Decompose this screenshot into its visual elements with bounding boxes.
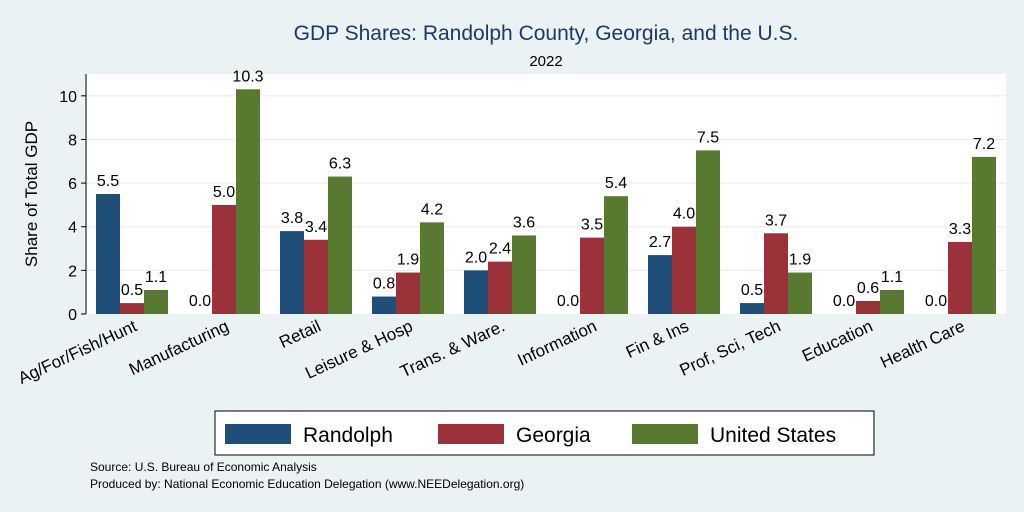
bar-georgia [212,204,236,314]
data-label: 0.0 [557,293,579,310]
y-tick-label: 4 [68,220,77,237]
data-label: 2.7 [649,234,671,251]
data-label: 7.5 [697,129,719,146]
data-label: 3.6 [513,214,535,231]
legend-label: United States [710,424,836,447]
x-category-label: Trans. & Ware. [397,316,507,381]
bar-united-states [420,222,444,314]
bars-group [96,89,996,314]
legend-box [214,410,875,456]
bar-georgia [856,300,880,314]
bar-united-states [696,150,720,314]
data-label: 10.3 [232,68,263,85]
source-note: Source: U.S. Bureau of Economic Analysis [90,460,317,474]
bar-randolph [96,194,120,314]
bar-united-states [972,156,996,314]
legend-label: Georgia [516,424,591,447]
y-tick-label: 10 [59,89,77,106]
x-category-label: Education [799,316,876,365]
data-label: 0.0 [189,293,211,310]
x-category-label: Manufacturing [126,316,232,379]
y-axis-label: Share of Total GDP [22,121,41,267]
bar-randolph [280,231,304,314]
data-label: 5.0 [213,184,235,201]
data-label: 0.6 [857,280,879,297]
bar-randolph [372,296,396,314]
data-label: 0.0 [833,293,855,310]
x-category-label: Fin & Ins [623,316,692,362]
data-label: 7.2 [973,136,995,153]
x-category-label: Ag/For/Fish/Hunt [15,316,140,388]
data-label: 0.5 [741,282,763,299]
data-label: 5.4 [605,175,627,192]
x-category-label: Prof, Sci, Tech [677,316,784,379]
bar-georgia [396,272,420,314]
y-axis-ticks: 0 2 4 6 8 10 [59,89,86,324]
bar-united-states [328,176,352,314]
y-tick-label: 2 [68,263,77,280]
x-category-label: Information [515,316,600,369]
chart-title: GDP Shares: Randolph County, Georgia, an… [294,22,799,45]
data-label: 1.1 [881,269,903,286]
legend-swatch [438,424,504,444]
legend: Randolph Georgia United States [214,410,875,456]
data-label: 3.4 [305,219,327,236]
data-label: 0.0 [925,293,947,310]
bar-georgia [672,226,696,314]
data-label: 4.0 [673,206,695,223]
bar-georgia [488,261,512,314]
bar-georgia [120,303,144,314]
bar-randolph [648,255,672,314]
bar-randolph [740,303,764,314]
bar-randolph [464,270,488,314]
bar-georgia [948,242,972,314]
chart-subtitle: 2022 [529,53,562,70]
producer-note: Produced by: National Economic Education… [90,477,524,491]
bar-georgia [304,239,328,314]
bar-united-states [604,196,628,314]
bar-united-states [512,235,536,314]
bar-united-states [788,272,812,314]
bar-united-states [880,290,904,314]
data-label: 3.3 [949,221,971,238]
y-tick-label: 8 [68,132,77,149]
data-label: 6.3 [329,156,351,173]
data-label: 3.5 [581,217,603,234]
legend-label: Randolph [303,424,393,447]
data-label: 0.5 [121,282,143,299]
data-label: 1.9 [397,252,419,269]
data-label: 4.2 [421,201,443,218]
data-label: 3.7 [765,212,787,229]
y-tick-label: 6 [68,176,77,193]
legend-swatch [225,424,291,444]
data-label: 3.8 [281,210,303,227]
data-label: 1.1 [145,269,167,286]
x-category-label: Retail [276,316,323,352]
data-label: 2.4 [489,241,511,258]
legend-swatch [632,424,698,444]
y-tick-label: 0 [68,307,77,324]
bar-georgia [764,233,788,314]
x-category-label: Health Care [877,316,967,372]
bar-united-states [236,89,260,314]
bar-georgia [580,237,604,314]
data-label: 0.8 [373,276,395,293]
data-label: 1.9 [789,252,811,269]
data-labels-group: 5.50.51.10.05.010.33.83.46.30.81.94.22.0… [97,68,995,310]
bar-united-states [144,290,168,314]
data-label: 2.0 [465,249,487,266]
data-label: 5.5 [97,173,119,190]
